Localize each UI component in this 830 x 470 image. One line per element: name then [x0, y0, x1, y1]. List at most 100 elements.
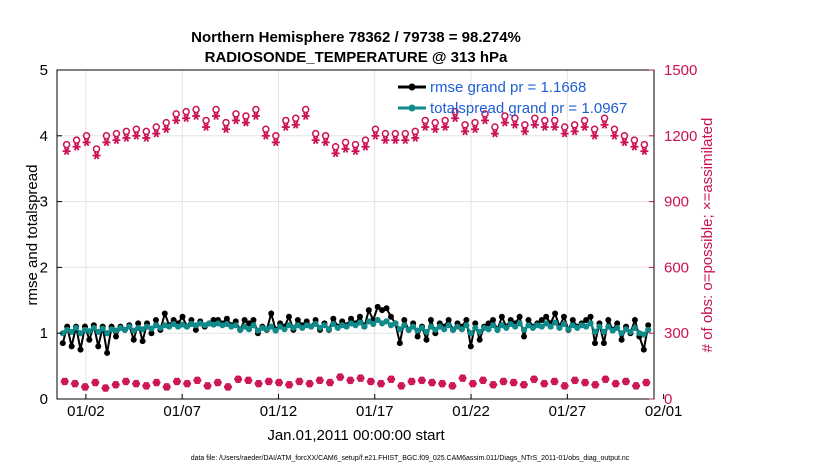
obs-assimilated-stroke: [213, 112, 219, 120]
obs-possible-point: [262, 125, 270, 133]
legend-marker-rmse: [408, 83, 416, 91]
obs-assimilated-stroke: [233, 116, 239, 125]
obs-possible-point: [481, 110, 489, 118]
obs-possible-point: [560, 123, 569, 131]
rmse-point: [112, 333, 119, 340]
totalspread-overlay-point: [529, 324, 536, 331]
rmse-point: [383, 305, 390, 312]
obs-bottom-assimilated-stroke: [317, 376, 323, 385]
obs-possible-point: [252, 105, 260, 114]
x-tick-label: 01/22: [452, 403, 490, 420]
totalspread-overlay-point: [281, 326, 288, 333]
obs-bottom-assimilated-point: [213, 378, 222, 387]
obs-bottom-assimilated-stroke: [439, 379, 446, 388]
rmse-point: [614, 320, 621, 327]
rmse-point: [463, 317, 470, 324]
obs-assimilated-point: [471, 125, 480, 134]
obs-assimilated-stroke: [302, 112, 309, 120]
obs-bottom-assimilated-stroke: [480, 376, 486, 385]
obs-possible-point: [491, 123, 499, 131]
obs-assimilated-stroke: [143, 134, 150, 142]
obs-bottom-assimilated-point: [489, 380, 498, 389]
obs-bottom-assimilated-point: [91, 378, 100, 387]
obs-assimilated-point: [222, 125, 231, 134]
obs-assimilated-point: [401, 136, 410, 145]
x-tick-label: 01/12: [260, 403, 298, 420]
obs-assimilated-stroke: [402, 136, 409, 145]
obs-bottom-assimilated-point: [336, 373, 345, 381]
obs-bottom-assimilated-stroke: [184, 379, 190, 388]
obs-possible-point: [291, 114, 300, 123]
obs-assimilated-point: [162, 125, 171, 134]
obs-assimilated-point: [82, 138, 91, 147]
rmse-point: [423, 336, 430, 343]
obs-bottom-assimilated-stroke: [143, 381, 150, 390]
obs-assimilated-point: [461, 127, 470, 136]
obs-possible-point: [62, 140, 71, 149]
rmse-point: [498, 313, 505, 320]
obs-bottom-assimilated-point: [142, 381, 151, 390]
obs-possible-point: [640, 140, 649, 149]
obs-assimilated-stroke: [193, 112, 199, 120]
obs-assimilated-point: [251, 112, 260, 120]
totalspread-overlay-point: [294, 322, 301, 329]
totalspread-overlay-point: [383, 318, 390, 325]
obs-bottom-assimilated-stroke: [163, 383, 170, 391]
obs-possible-point: [142, 127, 151, 136]
totalspread-overlay-point: [130, 327, 137, 334]
y-tick-label-left: 5: [40, 62, 48, 79]
obs-assimilated-point: [172, 116, 181, 125]
rmse-point: [139, 338, 146, 345]
rmse-point: [135, 320, 142, 327]
obs-assimilated-stroke: [432, 125, 438, 134]
y-tick-label-right: 0: [664, 391, 672, 408]
obs-bottom-assimilated-stroke: [133, 379, 139, 388]
totalspread-overlay-point: [268, 323, 275, 330]
totalspread-overlay-point: [600, 328, 607, 335]
obs-bottom-assimilated-stroke: [61, 377, 68, 386]
obs-bottom-assimilated-stroke: [276, 378, 282, 387]
obs-bottom-assimilated-point: [203, 381, 212, 390]
obs-bottom-assimilated-stroke: [582, 378, 588, 387]
series-layer: [59, 105, 652, 392]
obs-bottom-assimilated-point: [611, 379, 620, 388]
totalspread-overlay-point: [86, 328, 93, 335]
x-tick-label: 02/01: [645, 403, 683, 420]
obs-bottom-assimilated-stroke: [531, 375, 537, 384]
obs-possible-point: [401, 129, 410, 138]
obs-assimilated-stroke: [601, 120, 608, 129]
totalspread-overlay-point: [104, 330, 111, 337]
totalspread-overlay-point: [485, 326, 492, 333]
rmse-point: [401, 317, 408, 324]
obs-bottom-assimilated-stroke: [449, 381, 456, 390]
obs-bottom-assimilated-point: [152, 378, 161, 387]
obs-bottom-assimilated-stroke: [72, 379, 78, 388]
totalspread-overlay-point: [334, 324, 341, 331]
rmse-point: [148, 330, 155, 337]
totalspread-overlay-point: [547, 323, 554, 330]
obs-bottom-assimilated-point: [581, 378, 590, 387]
ticks: 01/02 01/07 01/12 01/17 01/22 01/27 02/0101234…: [40, 62, 698, 420]
obs-bottom-assimilated-point: [642, 378, 651, 387]
obs-assimilated-stroke: [541, 123, 548, 131]
y-tick-label-right: 300: [664, 325, 689, 342]
obs-bottom-assimilated-stroke: [623, 377, 629, 386]
rmse-point: [86, 336, 93, 343]
obs-possible-point: [92, 145, 101, 153]
obs-assimilated-point: [391, 136, 400, 145]
obs-bottom-assimilated-point: [540, 379, 549, 388]
totalspread-overlay-point: [543, 320, 550, 327]
y-tick-label-left: 2: [40, 259, 48, 276]
obs-assimilated-stroke: [472, 125, 478, 134]
totalspread-overlay-point: [432, 326, 439, 333]
totalspread-overlay-point: [237, 326, 244, 333]
obs-assimilated-point: [331, 149, 340, 158]
rmse-point: [472, 320, 479, 327]
obs-assimilated-point: [500, 118, 509, 127]
obs-assimilated-stroke: [292, 120, 299, 129]
obs-assimilated-stroke: [263, 131, 269, 140]
rmse-point: [587, 313, 594, 320]
obs-bottom-assimilated-point: [377, 379, 386, 388]
totalspread-overlay-point: [472, 324, 479, 331]
obs-assimilated-point: [182, 114, 191, 123]
